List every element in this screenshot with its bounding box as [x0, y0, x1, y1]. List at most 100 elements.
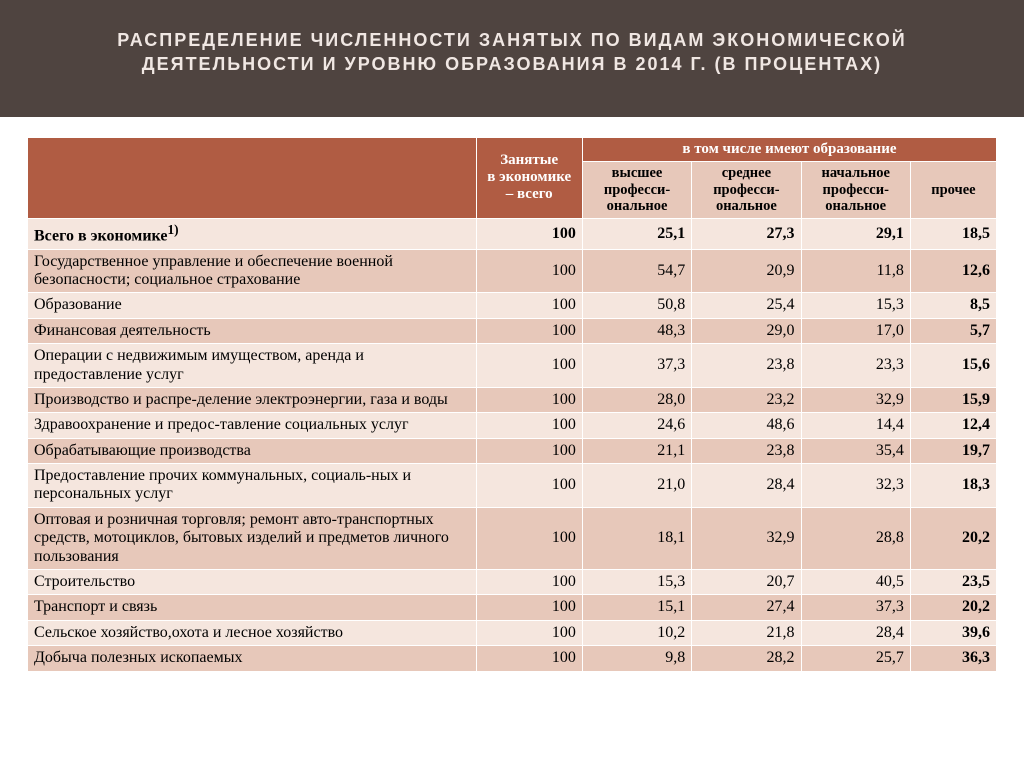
- cell-value: 14,4: [801, 413, 910, 438]
- cell-value: 23,2: [692, 387, 801, 412]
- cell-value: 100: [476, 413, 582, 438]
- table-body: Всего в экономике1)10025,127,329,118,5Го…: [28, 218, 997, 671]
- cell-value: 27,3: [692, 218, 801, 249]
- cell-value: 100: [476, 387, 582, 412]
- row-label: Оптовая и розничная торговля; ремонт авт…: [28, 507, 477, 569]
- cell-value: 5,7: [910, 318, 996, 343]
- cell-value: 27,4: [692, 595, 801, 620]
- cell-value: 100: [476, 344, 582, 388]
- cell-value: 29,1: [801, 218, 910, 249]
- cell-value: 21,0: [582, 464, 691, 508]
- row-label: Здравоохранение и предос-тавление социал…: [28, 413, 477, 438]
- cell-value: 18,5: [910, 218, 996, 249]
- row-label: Транспорт и связь: [28, 595, 477, 620]
- cell-value: 100: [476, 464, 582, 508]
- cell-value: 15,1: [582, 595, 691, 620]
- table-row: Транспорт и связь10015,127,437,320,2: [28, 595, 997, 620]
- row-label: Строительство: [28, 570, 477, 595]
- data-table: Занятые в экономике – всего в том числе …: [27, 137, 997, 672]
- cell-value: 20,2: [910, 595, 996, 620]
- cell-value: 20,9: [692, 249, 801, 293]
- cell-value: 50,8: [582, 293, 691, 318]
- cell-value: 100: [476, 507, 582, 569]
- cell-value: 9,8: [582, 646, 691, 671]
- cell-value: 25,7: [801, 646, 910, 671]
- table-row: Сельское хозяйство,охота и лесное хозяйс…: [28, 620, 997, 645]
- cell-value: 18,1: [582, 507, 691, 569]
- cell-value: 100: [476, 293, 582, 318]
- table-row: Здравоохранение и предос-тавление социал…: [28, 413, 997, 438]
- cell-value: 10,2: [582, 620, 691, 645]
- cell-value: 100: [476, 218, 582, 249]
- row-label: Добыча полезных ископаемых: [28, 646, 477, 671]
- header-corner: [28, 137, 477, 218]
- cell-value: 23,8: [692, 438, 801, 463]
- cell-value: 37,3: [801, 595, 910, 620]
- row-label: Всего в экономике1): [28, 218, 477, 249]
- cell-value: 17,0: [801, 318, 910, 343]
- cell-value: 40,5: [801, 570, 910, 595]
- cell-value: 35,4: [801, 438, 910, 463]
- cell-value: 29,0: [692, 318, 801, 343]
- cell-value: 19,7: [910, 438, 996, 463]
- cell-value: 28,4: [692, 464, 801, 508]
- cell-value: 21,8: [692, 620, 801, 645]
- table-row: Образование10050,825,415,38,5: [28, 293, 997, 318]
- table-row: Финансовая деятельность10048,329,017,05,…: [28, 318, 997, 343]
- page-title: РАСПРЕДЕЛЕНИЕ ЧИСЛЕННОСТИ ЗАНЯТЫХ ПО ВИД…: [0, 0, 1024, 117]
- cell-value: 23,3: [801, 344, 910, 388]
- subheader-3: прочее: [910, 161, 996, 218]
- header-group: в том числе имеют образование: [582, 137, 996, 161]
- cell-value: 48,6: [692, 413, 801, 438]
- cell-value: 32,9: [692, 507, 801, 569]
- cell-value: 15,9: [910, 387, 996, 412]
- cell-value: 36,3: [910, 646, 996, 671]
- subheader-2: начальное професси-ональное: [801, 161, 910, 218]
- cell-value: 23,8: [692, 344, 801, 388]
- row-label: Обрабатывающие производства: [28, 438, 477, 463]
- cell-value: 18,3: [910, 464, 996, 508]
- cell-value: 100: [476, 595, 582, 620]
- table-row: Всего в экономике1)10025,127,329,118,5: [28, 218, 997, 249]
- table-row: Операции с недвижимым имуществом, аренда…: [28, 344, 997, 388]
- cell-value: 37,3: [582, 344, 691, 388]
- row-label: Образование: [28, 293, 477, 318]
- row-label: Предоставление прочих коммунальных, соци…: [28, 464, 477, 508]
- cell-value: 28,0: [582, 387, 691, 412]
- table-row: Предоставление прочих коммунальных, соци…: [28, 464, 997, 508]
- cell-value: 12,4: [910, 413, 996, 438]
- cell-value: 15,6: [910, 344, 996, 388]
- row-label: Операции с недвижимым имуществом, аренда…: [28, 344, 477, 388]
- cell-value: 20,7: [692, 570, 801, 595]
- row-label: Государственное управление и обеспечение…: [28, 249, 477, 293]
- cell-value: 23,5: [910, 570, 996, 595]
- cell-value: 11,8: [801, 249, 910, 293]
- cell-value: 25,1: [582, 218, 691, 249]
- header-total: Занятые в экономике – всего: [476, 137, 582, 218]
- table-row: Оптовая и розничная торговля; ремонт авт…: [28, 507, 997, 569]
- cell-value: 8,5: [910, 293, 996, 318]
- row-label: Финансовая деятельность: [28, 318, 477, 343]
- page: РАСПРЕДЕЛЕНИЕ ЧИСЛЕННОСТИ ЗАНЯТЫХ ПО ВИД…: [0, 0, 1024, 767]
- cell-value: 12,6: [910, 249, 996, 293]
- row-label: Сельское хозяйство,охота и лесное хозяйс…: [28, 620, 477, 645]
- footnote-ref: 1): [167, 222, 178, 237]
- cell-value: 15,3: [801, 293, 910, 318]
- cell-value: 32,3: [801, 464, 910, 508]
- subheader-1: среднее професси-ональное: [692, 161, 801, 218]
- cell-value: 20,2: [910, 507, 996, 569]
- cell-value: 21,1: [582, 438, 691, 463]
- cell-value: 32,9: [801, 387, 910, 412]
- cell-value: 100: [476, 438, 582, 463]
- cell-value: 48,3: [582, 318, 691, 343]
- subheader-0: высшее професси-ональное: [582, 161, 691, 218]
- cell-value: 100: [476, 646, 582, 671]
- table-row: Добыча полезных ископаемых1009,828,225,7…: [28, 646, 997, 671]
- cell-value: 100: [476, 249, 582, 293]
- cell-value: 28,4: [801, 620, 910, 645]
- cell-value: 100: [476, 620, 582, 645]
- cell-value: 39,6: [910, 620, 996, 645]
- table-row: Строительство10015,320,740,523,5: [28, 570, 997, 595]
- cell-value: 100: [476, 570, 582, 595]
- table-row: Производство и распре-деление электроэне…: [28, 387, 997, 412]
